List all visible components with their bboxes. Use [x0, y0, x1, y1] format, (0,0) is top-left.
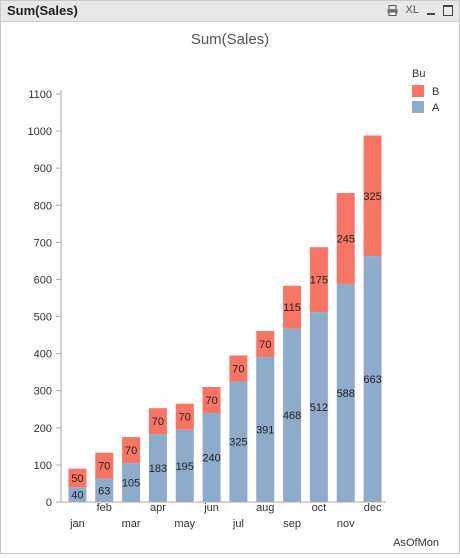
legend-label: B — [432, 86, 439, 98]
data-label: 325 — [363, 191, 381, 203]
bar-b — [256, 331, 275, 357]
bar-b — [336, 193, 355, 284]
bar-a — [363, 256, 382, 502]
data-label: 50 — [71, 473, 83, 485]
data-label: 70 — [98, 461, 110, 473]
data-label: 240 — [202, 452, 220, 464]
data-label: 70 — [205, 395, 217, 407]
x-axis-label: AsOfMon — [393, 537, 439, 549]
bar-b — [148, 408, 167, 435]
data-label: 391 — [256, 424, 274, 436]
x-tick-label: mar — [122, 518, 141, 530]
bar-b — [68, 468, 87, 488]
legend-swatch-b — [412, 85, 424, 97]
x-tick-label: apr — [150, 502, 166, 514]
y-tick-label: 400 — [34, 349, 52, 361]
data-label: 40 — [71, 490, 83, 502]
minimize-icon[interactable] — [427, 13, 435, 15]
chart-title: Sum(Sales) — [191, 31, 269, 48]
x-tick-label: jun — [203, 502, 219, 514]
y-tick-label: 200 — [34, 423, 52, 435]
y-axis: 0 100 200 300 400 500 600 700 800 900 1000 1100 — [28, 89, 62, 509]
x-tick-label: oct — [312, 502, 327, 514]
bar-a — [229, 381, 248, 502]
x-tick-label: jan — [69, 518, 85, 530]
bar-b — [283, 285, 302, 329]
maximize-icon[interactable] — [443, 4, 453, 16]
y-tick-label: 500 — [34, 312, 52, 324]
bar-b — [122, 437, 141, 464]
bar-a — [309, 312, 328, 502]
legend: Bu BA — [412, 68, 440, 114]
y-tick-label: 1100 — [28, 89, 52, 101]
y-tick-label: 800 — [34, 200, 52, 212]
bar-chart: Sum(Sales) 0 100 200 300 400 500 600 700 800 900 1… — [28, 31, 440, 549]
data-label: 512 — [310, 402, 328, 414]
x-tick-label: feb — [97, 502, 112, 514]
y-tick-label: 300 — [34, 386, 52, 398]
print-icon[interactable] — [387, 4, 398, 16]
chart-area: Sum(Sales) 0 100 200 300 400 500 600 700 800 900 1… — [1, 22, 459, 553]
window-title: Sum(Sales) — [7, 3, 78, 18]
bar-a — [175, 429, 194, 502]
y-tick-label: 100 — [34, 460, 52, 472]
bar-a — [68, 487, 87, 502]
bar-b — [229, 355, 248, 382]
data-label: 70 — [259, 339, 271, 351]
window-controls: XL — [387, 3, 453, 17]
data-label: 175 — [310, 275, 328, 287]
bar-b — [202, 387, 221, 413]
data-label: 245 — [337, 233, 355, 245]
bar-a — [256, 356, 275, 502]
bar-a — [202, 412, 221, 502]
data-label: 115 — [283, 302, 301, 314]
bar-b — [309, 247, 328, 313]
data-label: 325 — [229, 437, 247, 449]
bar-b — [175, 403, 194, 430]
x-tick-label: jul — [232, 518, 244, 530]
data-label: 663 — [363, 374, 381, 386]
legend-swatch-a — [412, 101, 424, 113]
x-tick-label: nov — [337, 518, 355, 530]
bar-b — [363, 135, 382, 257]
bar-a — [148, 434, 167, 502]
y-tick-label: 0 — [46, 497, 52, 509]
y-tick-label: 1000 — [28, 126, 52, 138]
bar-b — [95, 452, 114, 479]
bar-a — [95, 478, 114, 502]
window-titlebar[interactable]: Sum(Sales) XL — [1, 1, 459, 22]
legend-label: A — [432, 102, 440, 114]
y-tick-label: 700 — [34, 237, 52, 249]
x-tick-label: aug — [256, 502, 274, 514]
data-label: 70 — [125, 445, 137, 457]
legend-title: Bu — [412, 68, 425, 80]
data-label: 70 — [179, 412, 191, 424]
data-label: 70 — [232, 363, 244, 375]
bar-a — [336, 283, 355, 502]
data-label: 63 — [98, 485, 110, 497]
bars: 40 50 63 70 105 70 183 70 195 70 240 70 325 70 391 70 46… — [68, 135, 382, 502]
data-label: 468 — [283, 410, 301, 422]
y-tick-label: 600 — [34, 274, 52, 286]
bar-a — [122, 463, 141, 502]
bar-a — [283, 328, 302, 502]
data-label: 195 — [176, 461, 194, 473]
y-tick-label: 900 — [34, 163, 52, 175]
data-label: 183 — [149, 463, 167, 475]
x-tick-label: may — [174, 518, 195, 530]
data-label: 70 — [152, 416, 164, 428]
x-tick-label: dec — [364, 502, 382, 514]
xl-icon[interactable]: XL — [405, 4, 419, 16]
data-label: 588 — [337, 388, 355, 400]
data-label: 105 — [122, 478, 140, 490]
x-tick-label: sep — [283, 518, 301, 530]
